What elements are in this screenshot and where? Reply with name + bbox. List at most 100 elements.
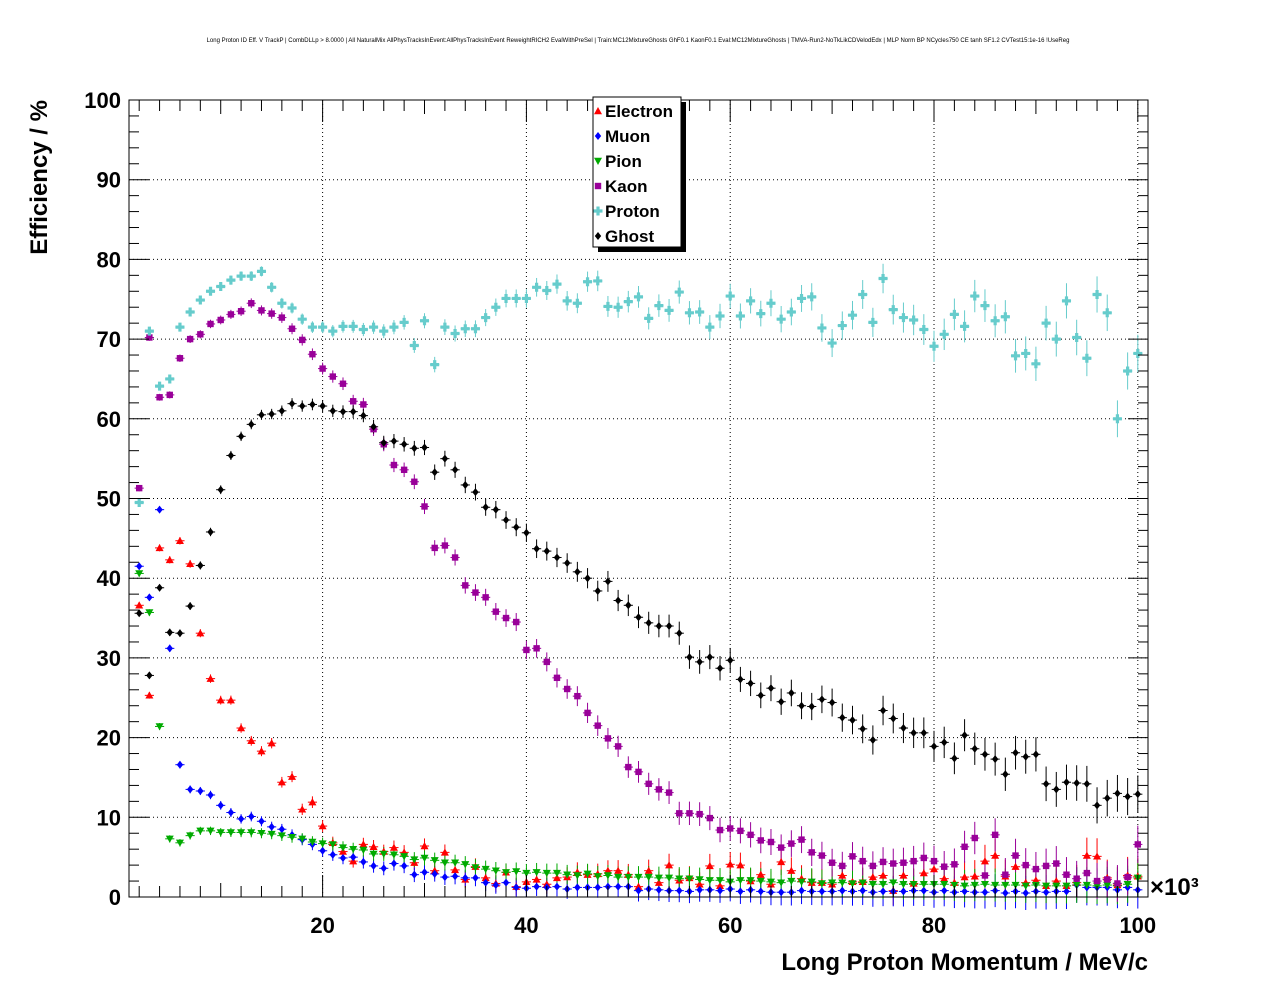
ghost-point [390,437,398,446]
ghost-point [533,544,540,553]
proton-point [909,315,919,325]
muon-point [1063,887,1070,896]
muon-point [472,873,479,882]
proton-point [389,322,399,332]
muon-point [574,883,581,892]
ghost-point [951,754,958,763]
proton-point [256,266,266,276]
electron-point [1031,876,1040,884]
pion-point [583,870,592,878]
ghost-point [798,701,805,710]
proton-point [542,285,552,295]
kaon-point [584,709,591,717]
proton-point [206,286,216,296]
pion-point [532,869,541,877]
pion-point [624,873,633,882]
pion-point [950,881,959,890]
electron-point [665,861,674,869]
muon-point [156,505,163,514]
proton-point [888,305,898,315]
pion-point [665,874,674,882]
pion-point [889,879,898,887]
kaon-point [604,735,612,742]
muon-point [421,868,428,877]
ghost-point [869,735,877,744]
x-exponent-label: ×10³ [1150,874,1199,901]
x-tick-labels: 20 40 60 80 100 [310,913,1156,938]
electron-point [359,840,368,848]
y-tick-label: 10 [97,805,121,830]
electron-point [369,842,378,850]
muon-point [237,814,245,823]
electron-point [868,873,877,881]
electron-point [644,866,653,874]
x-tick-label: 100 [1119,913,1156,938]
electron-point [787,866,796,874]
kaon-point [390,461,398,469]
ghost-point [696,657,703,666]
proton-point [1031,359,1041,369]
muon-point [166,644,173,653]
pion-point [980,881,989,889]
ghost-point [859,724,866,733]
kaon-point [197,331,204,338]
pion-point [369,850,378,858]
kaon-point [339,380,347,387]
pion-point [593,873,602,881]
proton-point [949,309,959,319]
pion-point [420,854,429,862]
muon-point [981,888,989,897]
ghost-point [492,505,500,514]
legend-box [592,96,682,248]
proton-point [481,313,491,323]
proton-point [654,301,664,311]
kaon-point [227,311,235,318]
pion-point [614,873,623,882]
pion-point [940,881,949,889]
electron-point [930,865,939,873]
pion-point [410,856,419,864]
proton-point [623,297,633,307]
x-tick-label: 60 [718,913,742,938]
muon-point [135,562,143,571]
ghost-point [227,451,235,460]
pion-point [491,867,500,875]
ghost-point [849,716,856,725]
legend-marker-electron [594,107,602,115]
proton-point [919,325,929,335]
proton-point [613,302,623,312]
kaon-point [849,853,856,860]
proton-point [634,292,644,302]
ghost-point [462,480,469,489]
kaon-point [879,858,887,866]
pion-point [400,853,409,861]
muon-point [268,822,275,831]
ghost-point [207,527,214,536]
electron-point [155,543,164,552]
pion-point [654,874,663,882]
electron-point [736,861,745,869]
proton-point [695,307,705,317]
ghost-point [502,516,510,525]
muon-point [329,850,336,859]
electron-point [879,871,888,879]
ghost-point [370,422,377,431]
y-tick-label: 60 [97,407,121,432]
electron-point [451,865,460,874]
plot-title: Long Proton ID Eff. V TrackP | CombDLLp … [207,38,1070,44]
kaon-point [686,810,693,817]
ghost-point [166,628,173,637]
proton-point [521,293,531,303]
kaon-point [951,861,958,868]
muon-point [513,883,520,892]
pion-point [736,877,745,885]
ghost-point [635,613,642,622]
proton-point [990,316,1000,326]
muon-point [1042,888,1050,897]
proton-point [644,313,654,323]
y-tick-label: 70 [97,327,121,352]
proton-point [175,322,185,332]
proton-point [562,296,572,306]
ghost-point [217,485,224,494]
ghost-point [288,399,296,408]
